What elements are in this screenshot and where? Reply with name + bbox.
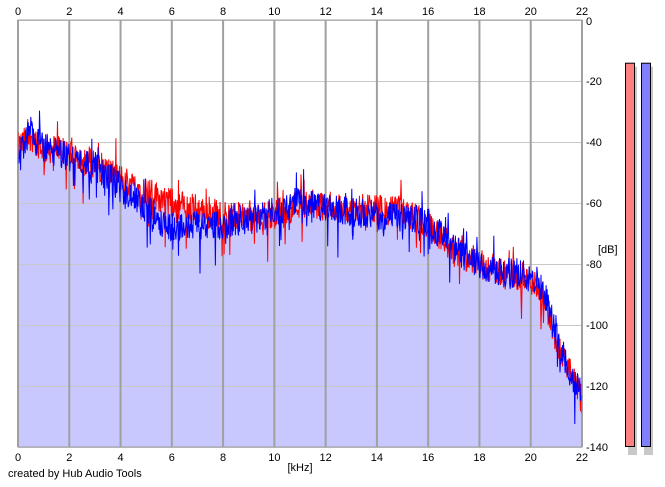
x-tick-label-top: 22 — [576, 6, 588, 18]
credit-text: created by Hub Audio Tools — [8, 468, 142, 480]
x-tick-label-bottom: 20 — [525, 452, 537, 464]
x-tick-label-bottom: 12 — [320, 452, 332, 464]
x-tick-label-top: 6 — [169, 6, 175, 18]
x-tick-label-top: 18 — [473, 6, 485, 18]
x-tick-label-top: 20 — [525, 6, 537, 18]
y-tick-label: 0 — [586, 16, 592, 28]
series-line-right — [17, 110, 583, 425]
y-tick-label: -40 — [586, 137, 602, 149]
level-meter-right — [641, 62, 651, 447]
x-tick-label-bottom: 10 — [268, 452, 280, 464]
x-tick-label-bottom: 22 — [576, 452, 588, 464]
x-tick-label-top: 4 — [117, 6, 123, 18]
x-tick-label-bottom: 6 — [169, 452, 175, 464]
x-tick-label-bottom: 18 — [473, 452, 485, 464]
x-tick-label-top: 2 — [66, 6, 72, 18]
plot-border — [17, 19, 583, 448]
x-tick-label-bottom: 2 — [66, 452, 72, 464]
x-tick-label-top: 8 — [220, 6, 226, 18]
spectrum-fill — [18, 110, 582, 447]
x-tick-label-bottom: 8 — [220, 452, 226, 464]
y-tick-label: -80 — [586, 259, 602, 271]
x-tick-label-top: 12 — [320, 6, 332, 18]
x-tick-label-top: 16 — [422, 6, 434, 18]
y-tick-label: -120 — [586, 381, 608, 393]
x-tick-label-top: 10 — [268, 6, 280, 18]
x-tick-label-bottom: 14 — [371, 452, 383, 464]
y-tick-label: -100 — [586, 320, 608, 332]
y-axis-label: [dB] — [598, 244, 618, 256]
x-tick-label-top: 14 — [371, 6, 383, 18]
x-tick-label-bottom: 16 — [422, 452, 434, 464]
y-tick-label: -140 — [586, 442, 608, 454]
x-tick-label-top: 0 — [15, 6, 21, 18]
x-tick-label-bottom: 4 — [117, 452, 123, 464]
x-axis-label: [kHz] — [287, 462, 312, 474]
level-meter-left — [625, 62, 635, 447]
y-tick-label: -60 — [586, 198, 602, 210]
y-tick-label: -20 — [586, 76, 602, 88]
x-tick-label-bottom: 0 — [15, 452, 21, 464]
